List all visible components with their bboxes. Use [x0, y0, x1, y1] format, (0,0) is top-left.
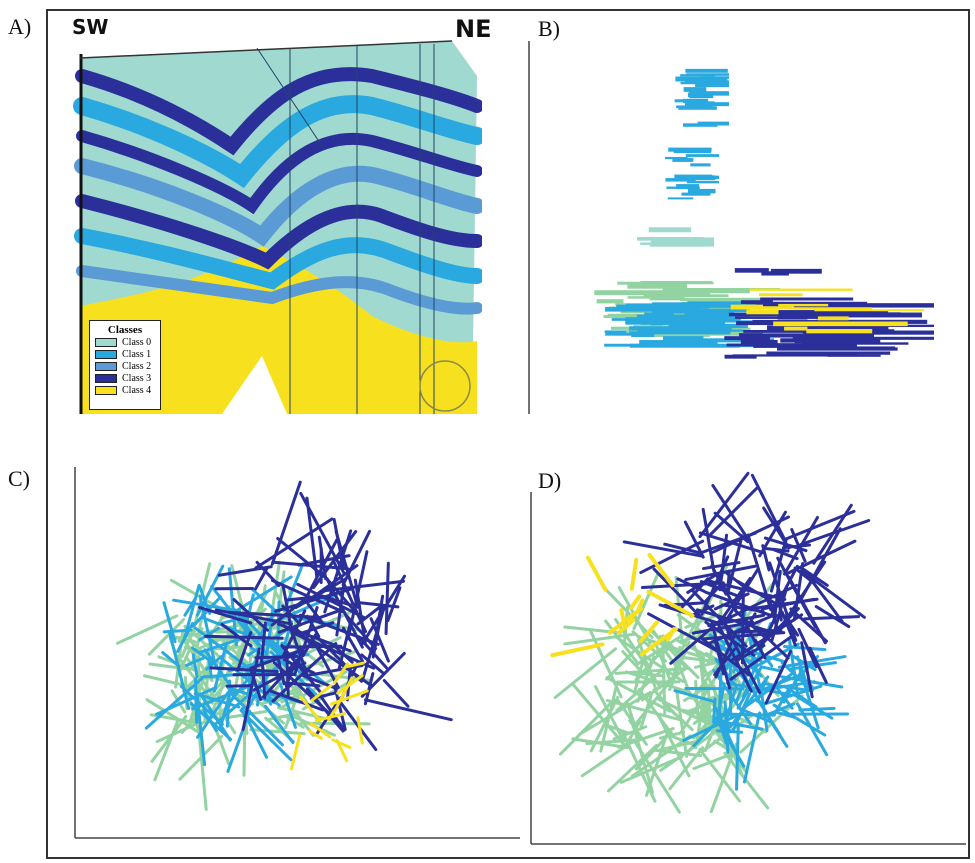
class4-streaks	[550, 553, 695, 658]
panel-label-a: A)	[8, 14, 32, 39]
panel-label-b: B)	[538, 16, 560, 41]
legend-item-label: Class 0	[122, 336, 152, 348]
legend-item-label: Class 1	[122, 348, 152, 360]
legend-title: Classes	[107, 324, 143, 336]
class1-streaks	[673, 611, 850, 791]
panel-label-c: C)	[8, 466, 30, 491]
figure-frame	[46, 9, 970, 859]
legend-swatch	[95, 385, 117, 395]
legend-item: Class 2	[95, 360, 160, 372]
legend-swatch	[95, 337, 117, 347]
legend-item: Class 4	[95, 384, 160, 396]
class1-band	[604, 301, 774, 348]
upper-cluster	[674, 68, 729, 127]
light-cluster	[637, 227, 714, 247]
legend-item: Class 3	[95, 372, 160, 384]
legend-swatch	[95, 361, 117, 371]
legend-item-label: Class 4	[122, 384, 152, 396]
legend-item-label: Class 2	[122, 360, 152, 372]
class3-top	[734, 268, 822, 276]
ne-label: NE	[455, 15, 492, 43]
class4-band	[730, 288, 924, 334]
class4-streaks	[289, 661, 369, 771]
sw-label: SW	[72, 15, 109, 39]
legend-item-label: Class 3	[122, 372, 152, 384]
class3-streaks	[622, 471, 871, 705]
legend-item: Class 0	[95, 336, 160, 348]
panel-label-d: D)	[538, 468, 562, 493]
classes-legend: Classes Class 0 Class 1 Class 2 Class 3 …	[89, 320, 161, 410]
legend-item: Class 1	[95, 348, 160, 360]
middle-cluster	[665, 147, 719, 200]
legend-swatch	[95, 373, 117, 383]
projection-panel-b	[528, 41, 934, 414]
projection-panel-d	[530, 471, 966, 845]
projection-panel-c	[74, 467, 520, 839]
legend-swatch	[95, 349, 117, 359]
